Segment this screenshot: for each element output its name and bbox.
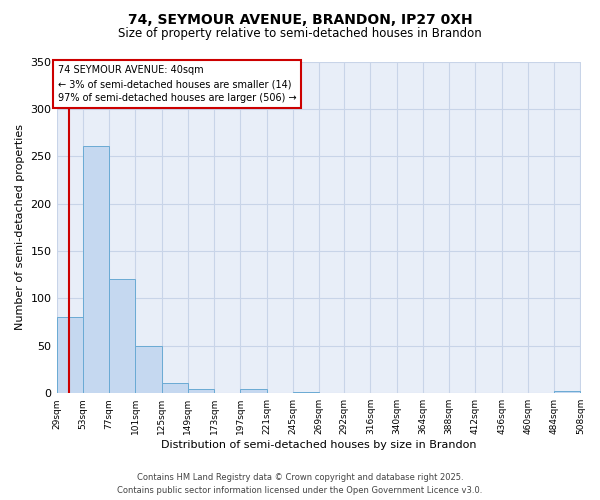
Bar bbox=[56, 318, 83, 393]
Bar bbox=[554, 392, 580, 393]
Bar bbox=[135, 346, 161, 393]
Text: Contains HM Land Registry data © Crown copyright and database right 2025.
Contai: Contains HM Land Registry data © Crown c… bbox=[118, 474, 482, 495]
Bar bbox=[188, 390, 214, 393]
Y-axis label: Number of semi-detached properties: Number of semi-detached properties bbox=[15, 124, 25, 330]
Bar bbox=[241, 390, 266, 393]
Bar bbox=[83, 146, 109, 393]
Bar bbox=[293, 392, 319, 393]
Bar bbox=[161, 383, 188, 393]
X-axis label: Distribution of semi-detached houses by size in Brandon: Distribution of semi-detached houses by … bbox=[161, 440, 476, 450]
Text: 74, SEYMOUR AVENUE, BRANDON, IP27 0XH: 74, SEYMOUR AVENUE, BRANDON, IP27 0XH bbox=[128, 12, 472, 26]
Bar bbox=[109, 280, 135, 393]
Text: 74 SEYMOUR AVENUE: 40sqm
← 3% of semi-detached houses are smaller (14)
97% of se: 74 SEYMOUR AVENUE: 40sqm ← 3% of semi-de… bbox=[58, 66, 296, 104]
Text: Size of property relative to semi-detached houses in Brandon: Size of property relative to semi-detach… bbox=[118, 28, 482, 40]
